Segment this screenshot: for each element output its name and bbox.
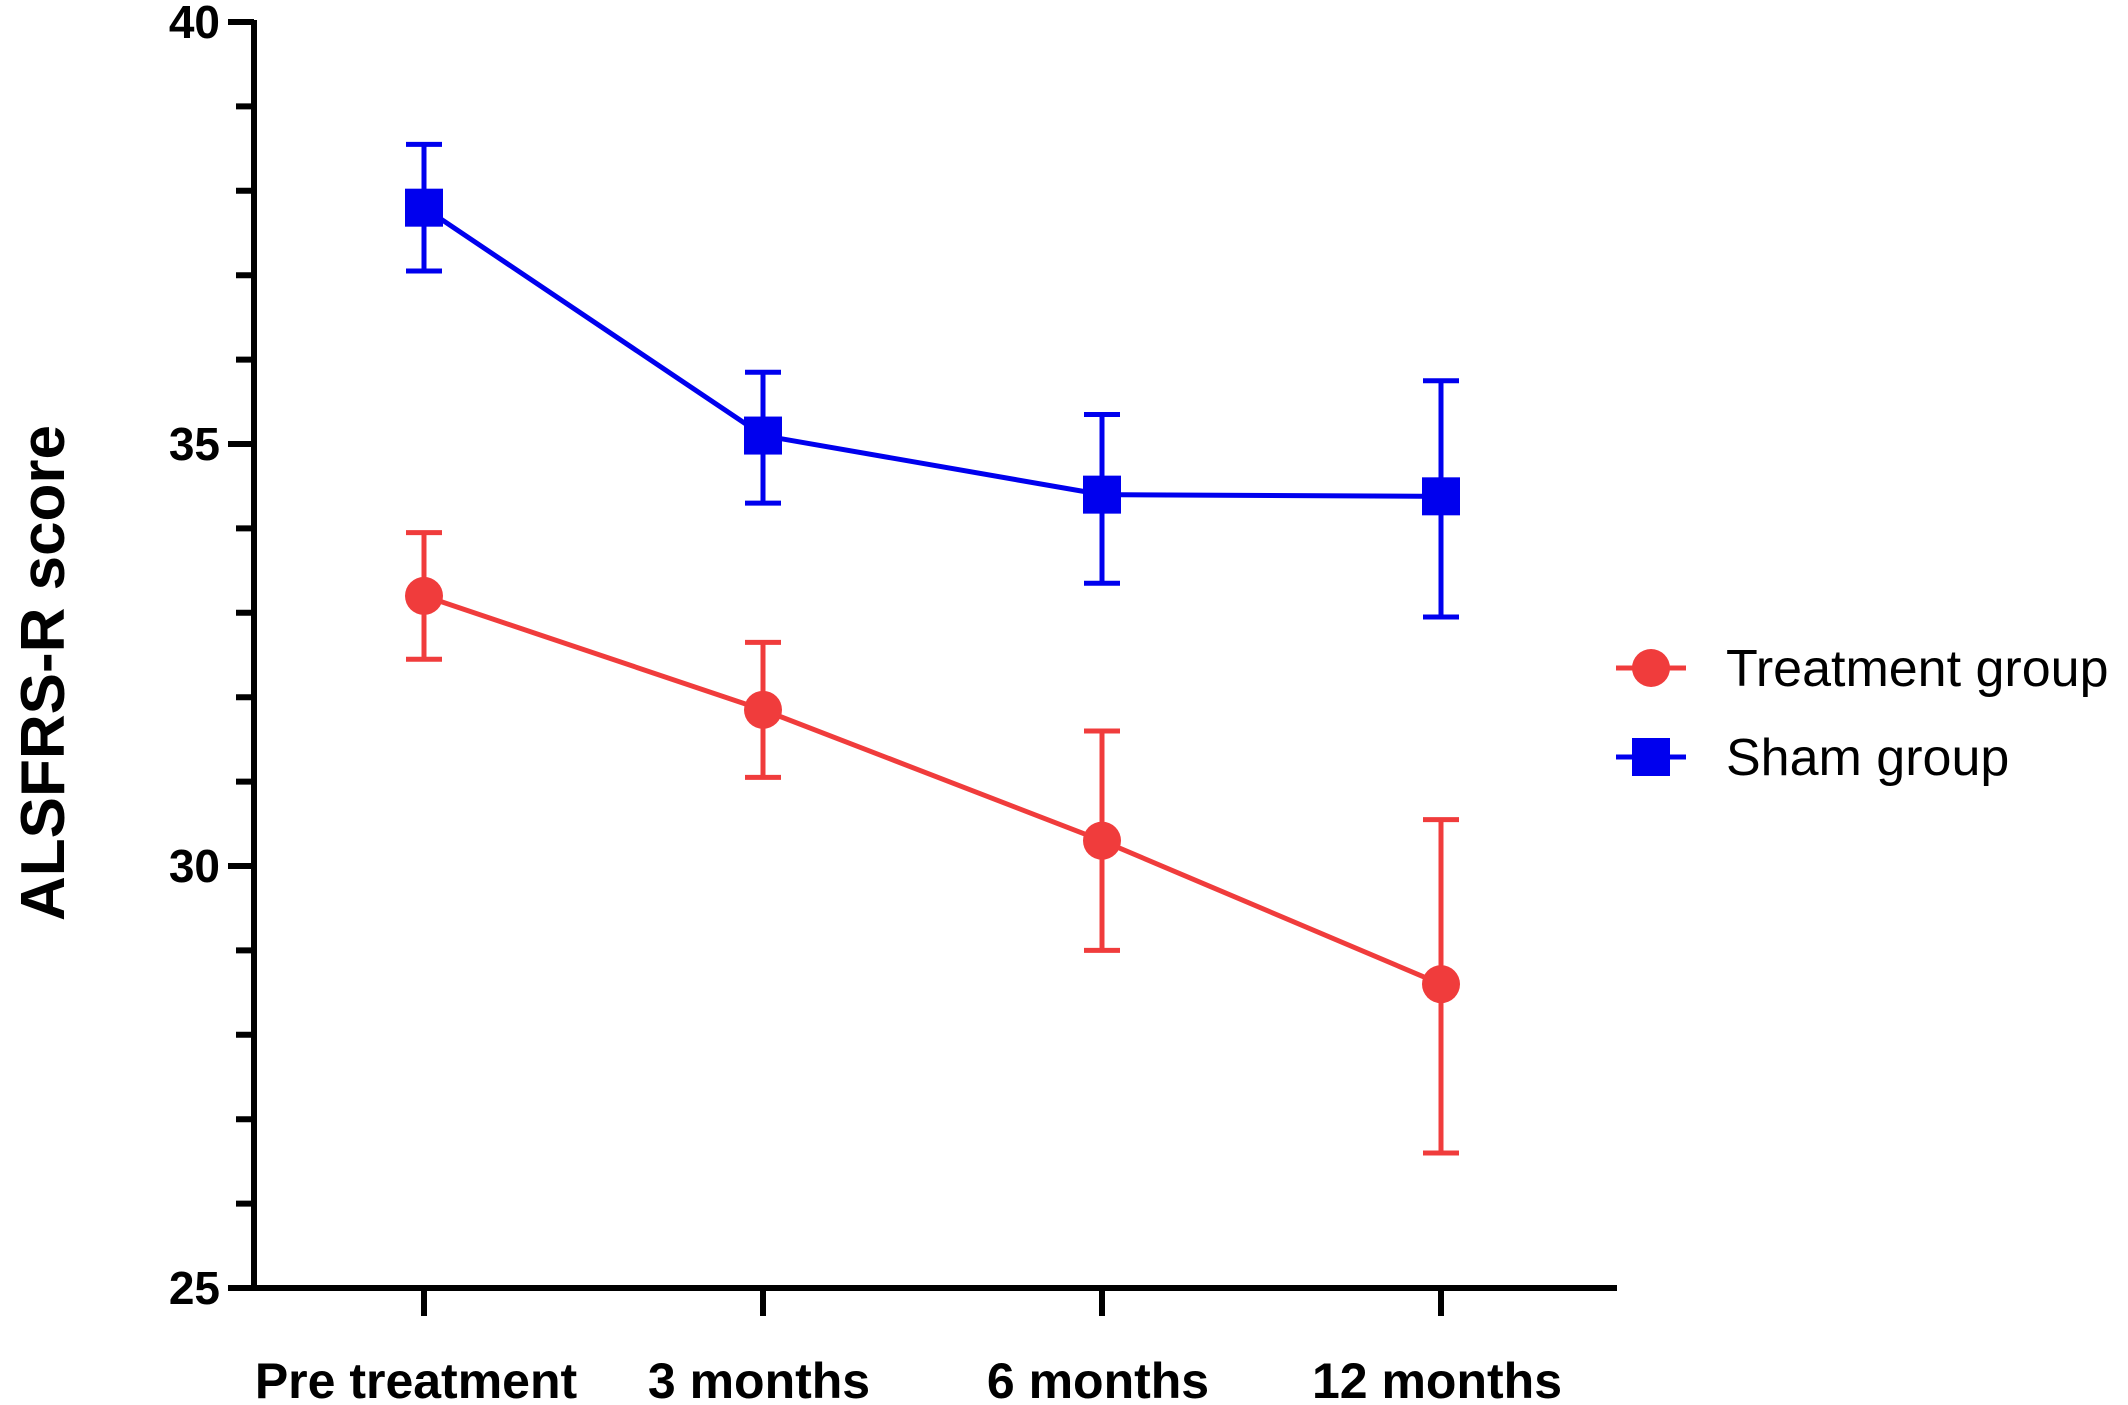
x-tick-label: Pre treatment bbox=[255, 1353, 578, 1405]
legend-label: Treatment group bbox=[1726, 640, 2108, 698]
data-point bbox=[1083, 821, 1121, 860]
legend-item: Treatment group bbox=[1616, 640, 2108, 698]
data-point bbox=[405, 576, 443, 615]
data-point bbox=[1422, 965, 1460, 1004]
y-tick-label: 25 bbox=[169, 1262, 220, 1314]
x-tick-label: 3 months bbox=[648, 1353, 870, 1405]
legend: Treatment group Sham group bbox=[1616, 640, 2108, 787]
series-sham-group bbox=[405, 141, 1460, 620]
legend-item: Sham group bbox=[1616, 729, 2009, 787]
data-point bbox=[744, 416, 782, 455]
data-point bbox=[1422, 477, 1460, 516]
x-tick-label: 12 months bbox=[1312, 1353, 1562, 1405]
data-point bbox=[405, 188, 443, 227]
y-tick-label: 40 bbox=[169, 0, 220, 48]
legend-marker bbox=[1632, 738, 1670, 776]
data-point bbox=[744, 690, 782, 729]
series-line bbox=[423, 593, 1442, 987]
legend-marker bbox=[1632, 649, 1670, 687]
y-tick-label: 35 bbox=[169, 418, 220, 470]
legend-label: Sham group bbox=[1726, 729, 2009, 787]
axes: 25 30 35 40 Pre treatment 3 months 6 months 12 … bbox=[169, 0, 1617, 1405]
x-tick-label: 6 months bbox=[987, 1353, 1209, 1405]
y-tick-label: 30 bbox=[169, 840, 220, 892]
series-layer bbox=[405, 141, 1460, 1156]
series-treatment-group bbox=[405, 530, 1460, 1156]
data-point bbox=[1083, 475, 1121, 514]
series-line bbox=[422, 205, 1442, 499]
y-axis-title: ALSFRS-R score bbox=[9, 425, 78, 921]
